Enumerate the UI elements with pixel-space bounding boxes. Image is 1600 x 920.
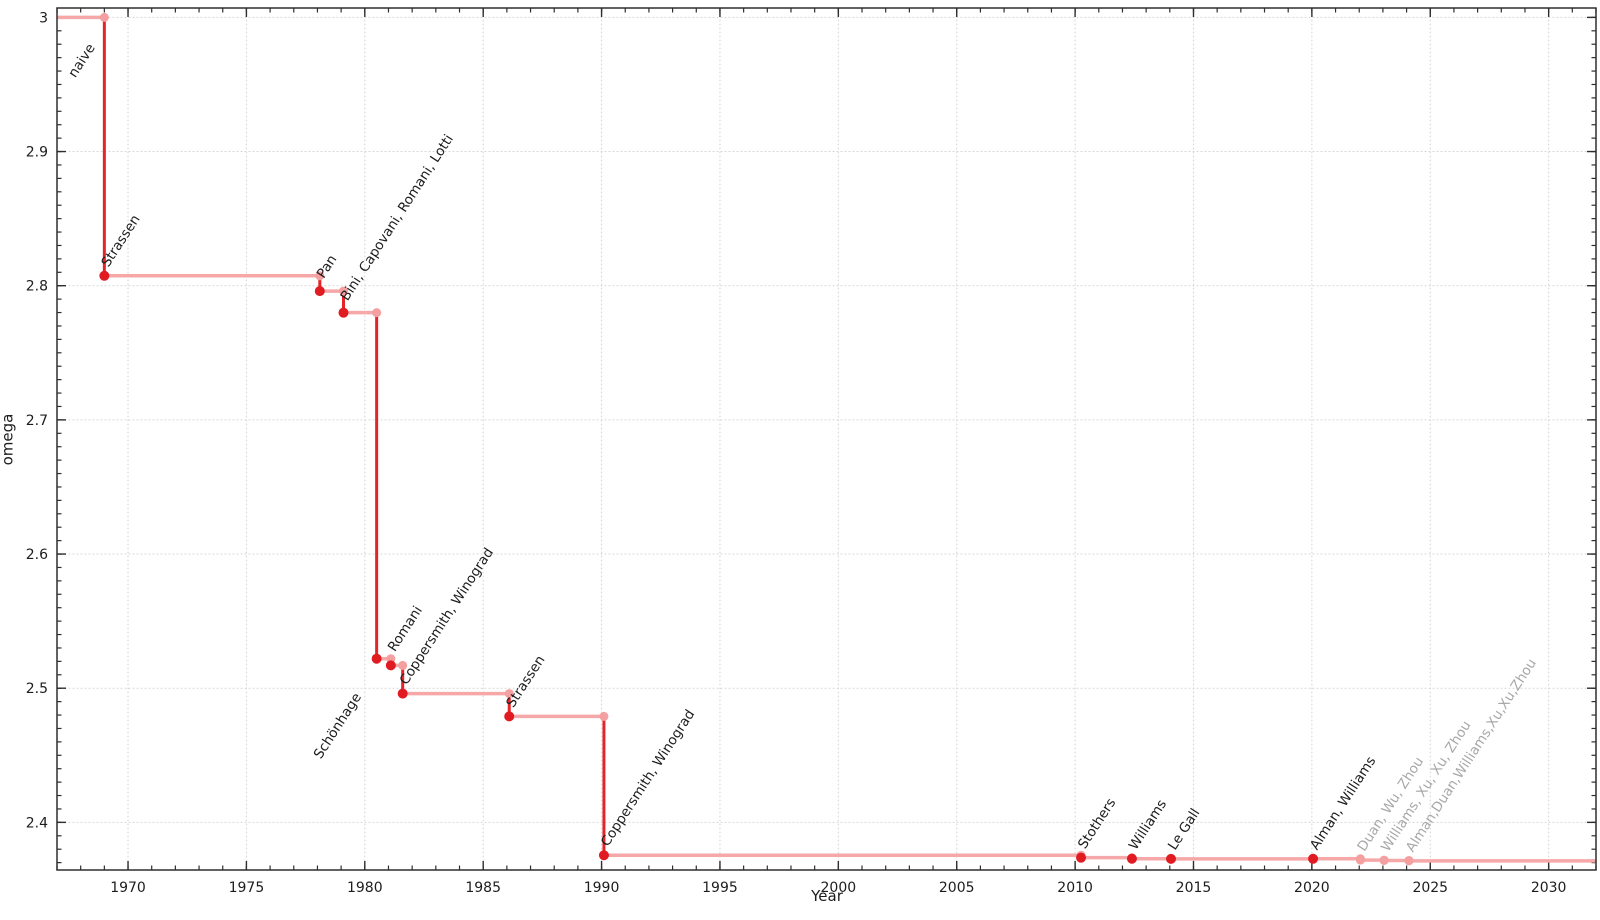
y-tick-label: 2.7 [26,413,48,429]
record-point [1126,853,1137,864]
corner-point [372,308,382,318]
record-point [1404,856,1414,866]
record-point [504,711,515,722]
record-point [338,307,349,318]
record-point [1076,852,1087,863]
point-label: Bini, Capovani, Romani, Lotti [337,132,457,304]
record-point [1308,853,1319,864]
y-tick-label: 2.6 [26,547,48,563]
corner-point [99,12,109,22]
point-label: Le Gall [1165,806,1204,853]
record-point [598,850,609,861]
x-tick-label: 1995 [702,880,738,896]
corner-point [504,689,514,699]
record-point [1379,855,1389,865]
record-point [371,653,382,664]
x-tick-label: 2010 [1057,880,1093,896]
point-label: Stothers [1075,795,1119,851]
corner-point [599,711,609,721]
record-point [314,286,325,297]
point-label: Williams [1126,797,1170,853]
point-label: Coppersmith, Winograd [598,707,698,850]
y-tick-label: 2.9 [26,145,48,161]
x-tick-label: 2015 [1176,880,1212,896]
point-label: naive [65,41,99,81]
corner-point [398,660,408,670]
x-tick-label: 1985 [465,880,501,896]
y-tick-label: 2.5 [26,681,48,697]
x-tick-label: 1990 [584,880,620,896]
record-point [397,688,408,699]
x-tick-label: 2025 [1412,880,1448,896]
corner-point [338,286,348,296]
corner-point [315,271,325,281]
x-tick-label: 2000 [821,880,857,896]
x-tick-label: 1980 [347,880,383,896]
x-tick-label: 1975 [229,880,265,896]
x-tick-label: 2020 [1294,880,1330,896]
point-label: Strassen [503,653,548,711]
record-point [99,270,110,281]
point-label: Schönhage [311,690,365,762]
record-point [1165,853,1176,864]
x-tick-label: 1970 [110,880,146,896]
y-tick-label: 2.8 [26,279,48,295]
x-axis-title: Year [811,887,843,905]
y-tick-label: 3 [39,10,48,26]
plot-border [56,7,1597,871]
x-tick-label: 2030 [1531,880,1567,896]
y-axis-title: omega [0,413,17,466]
point-label: Alman,Duan,Williams,Xu,Xu,Zhou [1403,656,1540,855]
y-tick-label: 2.4 [26,815,48,831]
record-point [1355,855,1365,865]
record-point [385,660,396,671]
x-tick-label: 2005 [939,880,975,896]
